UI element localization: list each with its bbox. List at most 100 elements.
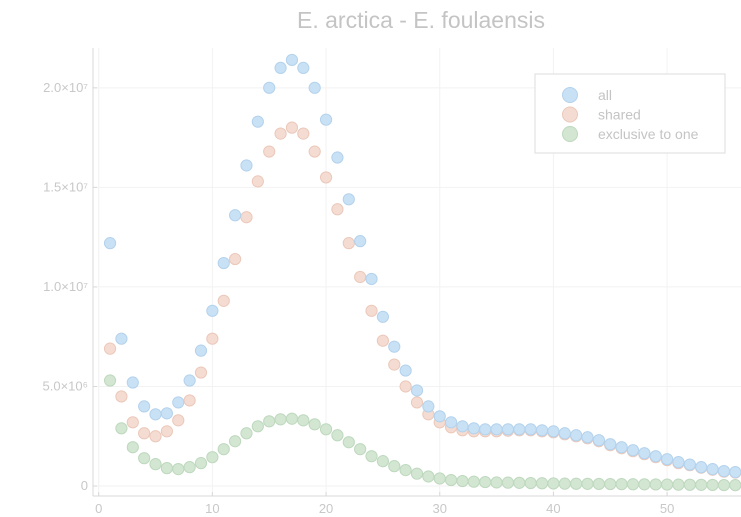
point-all [376, 310, 389, 323]
x-tick-label: 40 [546, 501, 560, 516]
point-shared [149, 430, 162, 443]
point-all [251, 115, 264, 128]
point-shared [365, 304, 378, 317]
point-exclusive-to-one [672, 478, 685, 491]
point-all [342, 193, 355, 206]
point-all [285, 53, 299, 67]
point-exclusive-to-one [388, 460, 401, 473]
point-exclusive-to-one [240, 427, 253, 440]
point-exclusive-to-one [604, 477, 617, 491]
point-all [217, 256, 230, 270]
point-all [160, 407, 173, 420]
point-shared [331, 203, 344, 216]
point-all [558, 427, 571, 440]
point-all [263, 81, 276, 94]
point-all [479, 423, 492, 436]
point-exclusive-to-one [535, 477, 549, 490]
point-all [354, 235, 367, 248]
x-tick-label: 0 [95, 501, 102, 516]
legend: all shared exclusive to one [534, 73, 726, 154]
point-all [626, 444, 640, 457]
point-exclusive-to-one [649, 478, 662, 491]
point-exclusive-to-one [297, 414, 310, 427]
point-shared [115, 390, 128, 403]
point-exclusive-to-one [331, 429, 344, 442]
point-all [319, 113, 333, 126]
point-shared [319, 171, 333, 184]
point-all [206, 304, 219, 317]
point-all [524, 423, 537, 436]
point-shared [160, 425, 173, 438]
point-exclusive-to-one [490, 476, 503, 489]
point-shared [388, 358, 401, 371]
point-exclusive-to-one [626, 478, 640, 491]
point-all [570, 429, 583, 442]
x-tick-label: 20 [319, 501, 333, 516]
point-exclusive-to-one [501, 476, 515, 489]
point-shared [240, 211, 253, 224]
point-all [592, 434, 605, 447]
legend-items: all shared exclusive to one [562, 87, 699, 142]
point-exclusive-to-one [547, 477, 560, 490]
point-shared [410, 396, 424, 409]
point-shared [229, 252, 242, 266]
point-exclusive-to-one [524, 476, 537, 490]
point-all [604, 438, 617, 451]
point-all [240, 159, 253, 172]
legend-label-shared: shared [598, 107, 641, 123]
point-exclusive-to-one [615, 478, 628, 491]
point-all [535, 424, 549, 437]
x-tick-label: 50 [660, 501, 674, 516]
legend-marker-all [562, 87, 578, 103]
axis-layer: 0 10 20 30 40 50 0 5.0×10⁶ 1.0×10⁷ 1.5×10⁷ 2.0×10⁷ [43, 48, 741, 516]
point-exclusive-to-one [183, 461, 196, 474]
point-all [638, 447, 651, 460]
point-all [103, 237, 117, 250]
point-all [547, 425, 560, 438]
point-exclusive-to-one [729, 479, 741, 492]
point-all [490, 423, 503, 436]
point-exclusive-to-one [365, 450, 378, 463]
point-all [433, 410, 446, 423]
point-exclusive-to-one [661, 478, 674, 491]
point-shared [376, 334, 389, 347]
point-exclusive-to-one [251, 420, 264, 433]
y-tick-label: 1.5×10⁷ [43, 179, 88, 194]
point-exclusive-to-one [308, 418, 321, 431]
point-shared [194, 366, 208, 379]
point-all [501, 423, 515, 436]
legend-label-all: all [598, 87, 612, 103]
point-exclusive-to-one [638, 478, 651, 491]
point-all [388, 340, 401, 353]
point-all [126, 376, 139, 389]
point-exclusive-to-one [172, 463, 185, 476]
y-tick-label: 0 [81, 478, 88, 493]
point-shared [138, 427, 151, 440]
point-exclusive-to-one [217, 443, 230, 456]
point-exclusive-to-one [467, 475, 480, 488]
point-all [274, 61, 287, 75]
point-all [365, 272, 378, 286]
point-exclusive-to-one [115, 422, 128, 435]
point-exclusive-to-one [376, 455, 389, 468]
point-shared [183, 394, 196, 407]
point-all [149, 408, 162, 421]
x-tick-label: 10 [205, 501, 219, 516]
point-exclusive-to-one [274, 413, 287, 426]
point-exclusive-to-one [206, 451, 219, 464]
y-tick-label: 1.0×10⁷ [43, 279, 88, 294]
point-all [456, 420, 469, 433]
point-exclusive-to-one [456, 474, 469, 488]
point-all [172, 396, 185, 409]
point-exclusive-to-one [342, 436, 355, 449]
point-exclusive-to-one [479, 475, 492, 489]
point-exclusive-to-one [149, 458, 162, 471]
point-exclusive-to-one [570, 477, 583, 490]
point-all [729, 466, 741, 479]
point-exclusive-to-one [592, 477, 605, 491]
point-exclusive-to-one [717, 478, 731, 492]
point-exclusive-to-one [160, 462, 173, 475]
point-all [649, 450, 662, 463]
point-all [422, 400, 435, 413]
